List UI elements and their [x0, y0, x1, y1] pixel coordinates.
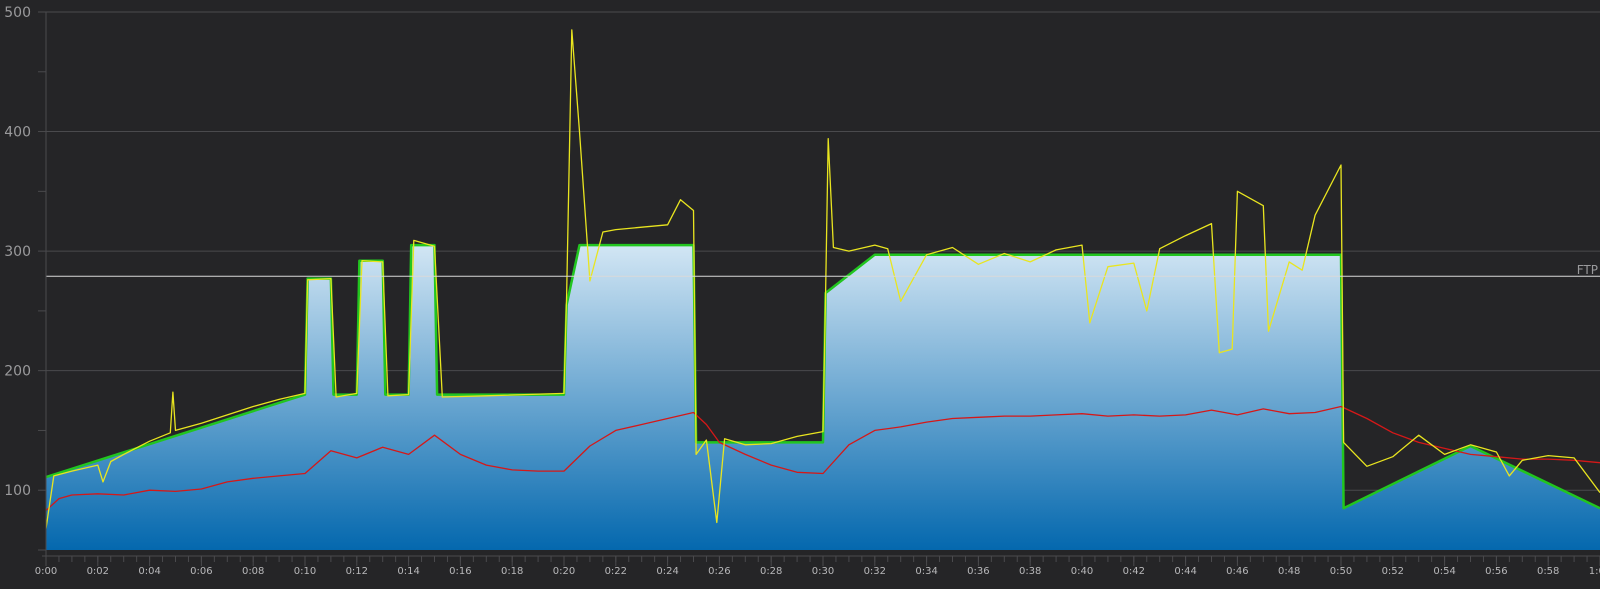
y-tick-label: 100 [4, 483, 31, 499]
x-tick-label: 0:44 [1174, 566, 1196, 577]
x-tick-label: 0:12 [346, 566, 368, 577]
x-tick-label: 0:58 [1537, 566, 1559, 577]
x-tick-label: 0:56 [1485, 566, 1507, 577]
x-tick-label: 0:36 [967, 566, 989, 577]
x-tick-label: 0:50 [1330, 566, 1352, 577]
labels: 100 200 300 400 500 FTP 0:00 0:02 0:04 0:06 0:08 0:… [4, 5, 1600, 577]
x-tick-label: 0:48 [1278, 566, 1300, 577]
x-tick-label: 0:06 [190, 566, 212, 577]
ftp-label: FTP [1577, 263, 1598, 277]
x-tick-label: 0:04 [138, 566, 160, 577]
x-tick-label: 0:38 [1019, 566, 1041, 577]
x-tick-label: 0:30 [812, 566, 834, 577]
x-tick-label: 0:22 [605, 566, 627, 577]
x-tick-label: 0:02 [87, 566, 109, 577]
y-tick-label: 300 [4, 244, 31, 260]
axes [38, 11, 1600, 566]
y-tick-label: 500 [4, 5, 31, 21]
x-tick-label: 0:54 [1433, 566, 1455, 577]
actual-power-line [46, 29, 1600, 529]
x-tick-label: 0:00 [35, 566, 57, 577]
x-tick-label: 0:08 [242, 566, 264, 577]
x-tick-label: 0:46 [1226, 566, 1248, 577]
x-tick-label: 0:16 [449, 566, 471, 577]
x-tick-label: 0:34 [915, 566, 937, 577]
x-tick-label: 0:32 [864, 566, 886, 577]
x-tick-label: 0:10 [294, 566, 316, 577]
target-power-area [46, 245, 1600, 550]
x-tick-label: 0:52 [1382, 566, 1404, 577]
x-tick-label: 0:28 [760, 566, 782, 577]
x-tick-label: 0:20 [553, 566, 575, 577]
x-tick-label: 0:18 [501, 566, 523, 577]
plot-area [46, 29, 1600, 550]
x-tick-label: 0:42 [1123, 566, 1145, 577]
target-power-line [46, 243, 1600, 510]
heart-rate-line [46, 405, 1600, 511]
x-tick-label: 0:24 [656, 566, 678, 577]
y-tick-label: 200 [4, 364, 31, 380]
x-tick-label: 0:14 [397, 566, 419, 577]
x-tick-label: 0:26 [708, 566, 730, 577]
x-tick-label: 1:00 [1589, 566, 1600, 577]
y-tick-label: 400 [4, 125, 31, 141]
x-tick-label: 0:40 [1071, 566, 1093, 577]
